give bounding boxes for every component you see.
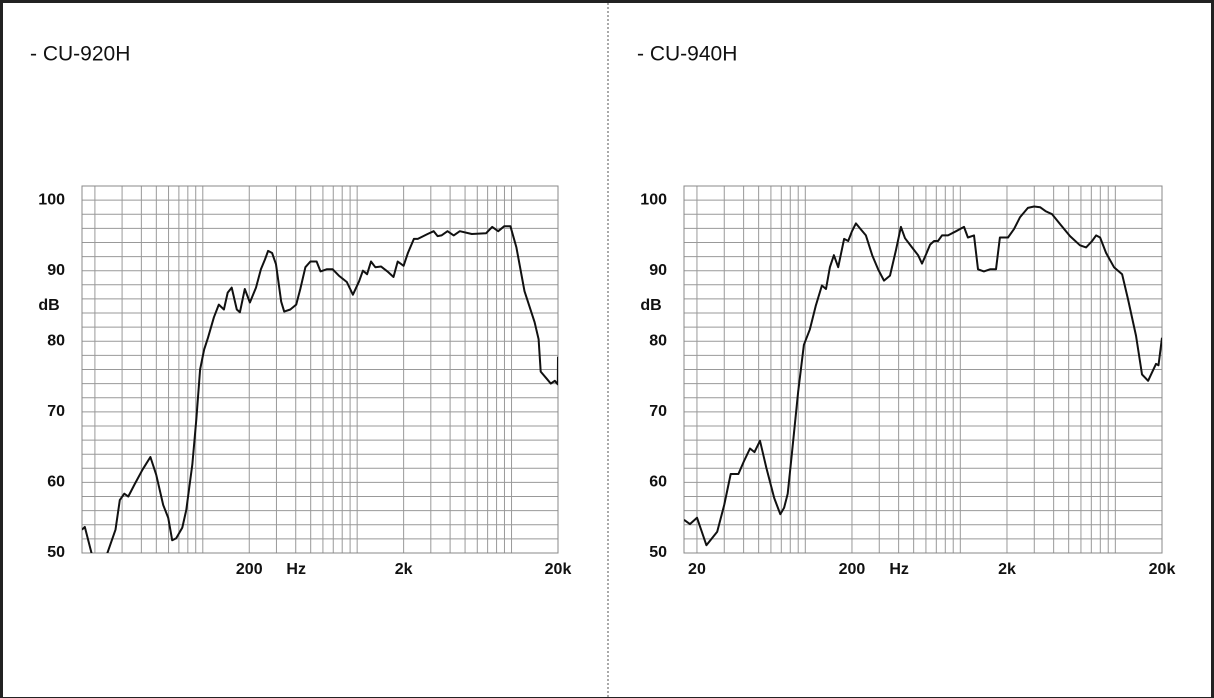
- y-tick-label: 50: [47, 544, 65, 561]
- y-tick-label: 90: [649, 262, 667, 279]
- y-tick-label: 70: [47, 403, 65, 420]
- y-tick-label: 60: [47, 474, 65, 491]
- x-tick-label: 2k: [395, 561, 413, 578]
- response-line: [684, 205, 1162, 547]
- chart-title: - CU-920H: [30, 43, 130, 66]
- plot-frame: [683, 185, 1163, 554]
- y-tick-label: 100: [640, 191, 667, 208]
- y-axis-label: dB: [640, 297, 661, 314]
- y-tick-label: 60: [649, 474, 667, 491]
- chart: 50 60 70 80 90 100 200 2k 20k Hz dB: [38, 185, 572, 578]
- y-tick-label: 50: [649, 544, 667, 561]
- x-tick-label: 2k: [998, 561, 1016, 578]
- chart-title: - CU-940H: [637, 43, 737, 66]
- x-axis-label: Hz: [889, 561, 909, 578]
- x-tick-label: 20k: [1149, 561, 1176, 578]
- x-tick-label: 200: [839, 561, 866, 578]
- chart: 50 60 70 80 90 100 20 200 2k 20k Hz dB: [640, 185, 1176, 578]
- y-tick-label: 80: [649, 332, 667, 349]
- response-line: [82, 225, 558, 553]
- y-tick-label: 70: [649, 403, 667, 420]
- y-tick-label: 90: [47, 262, 65, 279]
- x-axis-label: Hz: [286, 561, 306, 578]
- y-axis-label: dB: [38, 297, 59, 314]
- x-tick-label: 200: [236, 561, 263, 578]
- y-tick-label: 80: [47, 332, 65, 349]
- x-tick-label: 20: [688, 561, 706, 578]
- x-tick-label: 20k: [545, 561, 572, 578]
- y-tick-label: 100: [38, 191, 65, 208]
